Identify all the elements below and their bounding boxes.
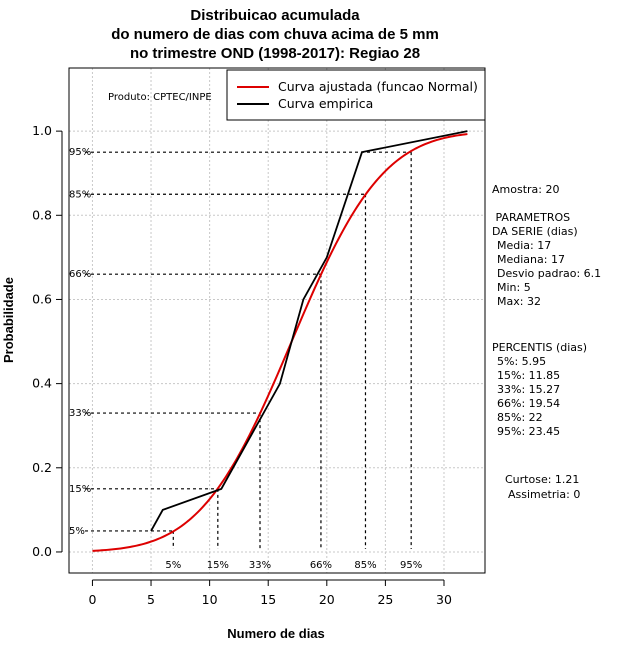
info-percentil: 15%: 11.85	[497, 369, 560, 382]
legend: Curva ajustada (funcao Normal) Curva emp…	[226, 69, 486, 121]
guide-label-bottom: 15%	[207, 560, 229, 571]
info-param: Min: 5	[497, 281, 531, 294]
info-percentil: 33%: 15.27	[497, 383, 560, 396]
axes: 0 5 10 15 20 25 30 0.0 0.2 0.4 0.6 0.8 1.0	[32, 123, 452, 607]
chart-title-line-3: no trimestre OND (1998-2017): Regiao 28	[130, 45, 420, 62]
info-param: Desvio padrao: 6.1	[497, 267, 601, 280]
x-axis-title: Numero de dias	[227, 626, 325, 641]
y-tick-label: 1.0	[32, 123, 52, 138]
legend-box	[226, 69, 486, 121]
guide-label-bottom: 85%	[354, 560, 376, 571]
x-tick-label: 10	[202, 592, 218, 607]
y-tick-label: 0.0	[32, 544, 52, 559]
producer-note: Produto: CPTEC/INPE	[108, 92, 212, 103]
guide-label-bottom: 66%	[310, 560, 332, 571]
percentile-guides: 5% 5% 15% 15% 33% 33% 66% 66% 85% 85% 95% 95%	[69, 147, 422, 571]
grid	[69, 68, 485, 573]
guide-label-left: 15%	[69, 484, 91, 495]
info-param: Max: 32	[497, 295, 541, 308]
chart-title-line-2: do numero de dias com chuva acima de 5 m…	[111, 26, 439, 43]
y-tick-label: 0.6	[32, 291, 52, 306]
info-percentil: 66%: 19.54	[497, 397, 560, 410]
guide-label-left: 33%	[69, 408, 91, 419]
info-percentil: 95%: 23.45	[497, 425, 560, 438]
x-tick-label: 20	[319, 592, 335, 607]
info-percentil: 5%: 5.95	[497, 355, 546, 368]
x-tick-label: 30	[436, 592, 452, 607]
info-param: Media: 17	[497, 239, 551, 252]
info-percentil: 85%: 22	[497, 411, 543, 424]
chart-title-line-1: Distribuicao acumulada	[190, 7, 360, 24]
guide-label-bottom: 5%	[165, 560, 181, 571]
info-curtose: Curtose: 1.21	[505, 473, 579, 486]
side-info-panel: Amostra: 20 PARAMETROS DA SERIE (dias) M…	[492, 183, 601, 501]
x-tick-label: 5	[147, 592, 155, 607]
y-tick-label: 0.4	[32, 376, 52, 391]
empirical-curve	[150, 130, 468, 532]
x-tick-label: 0	[88, 592, 96, 607]
series	[92, 130, 468, 552]
x-tick-label: 15	[260, 592, 276, 607]
guide-label-left: 95%	[69, 147, 91, 158]
guide-label-left: 66%	[69, 269, 91, 280]
guide-label-bottom: 95%	[400, 560, 422, 571]
guide-label-left: 85%	[69, 189, 91, 200]
guide-label-left: 5%	[69, 526, 85, 537]
legend-label-fitted: Curva ajustada (funcao Normal)	[278, 79, 478, 94]
x-tick-label: 25	[377, 592, 393, 607]
info-percentis-title: PERCENTIS (dias)	[492, 341, 587, 354]
fitted-normal-curve	[92, 133, 468, 552]
plot-frame	[68, 67, 486, 574]
info-param: Mediana: 17	[497, 253, 565, 266]
info-assimetria: Assimetria: 0	[508, 488, 580, 501]
legend-label-empirical: Curva empirica	[278, 96, 373, 111]
info-params-title-1: PARAMETROS	[492, 211, 570, 224]
y-tick-label: 0.8	[32, 207, 52, 222]
y-tick-label: 0.2	[32, 460, 52, 475]
info-amostra: Amostra: 20	[492, 183, 559, 196]
info-params-title-2: DA SERIE (dias)	[492, 225, 578, 238]
guide-label-bottom: 33%	[249, 560, 271, 571]
y-axis-title: Probabilidade	[1, 277, 16, 363]
